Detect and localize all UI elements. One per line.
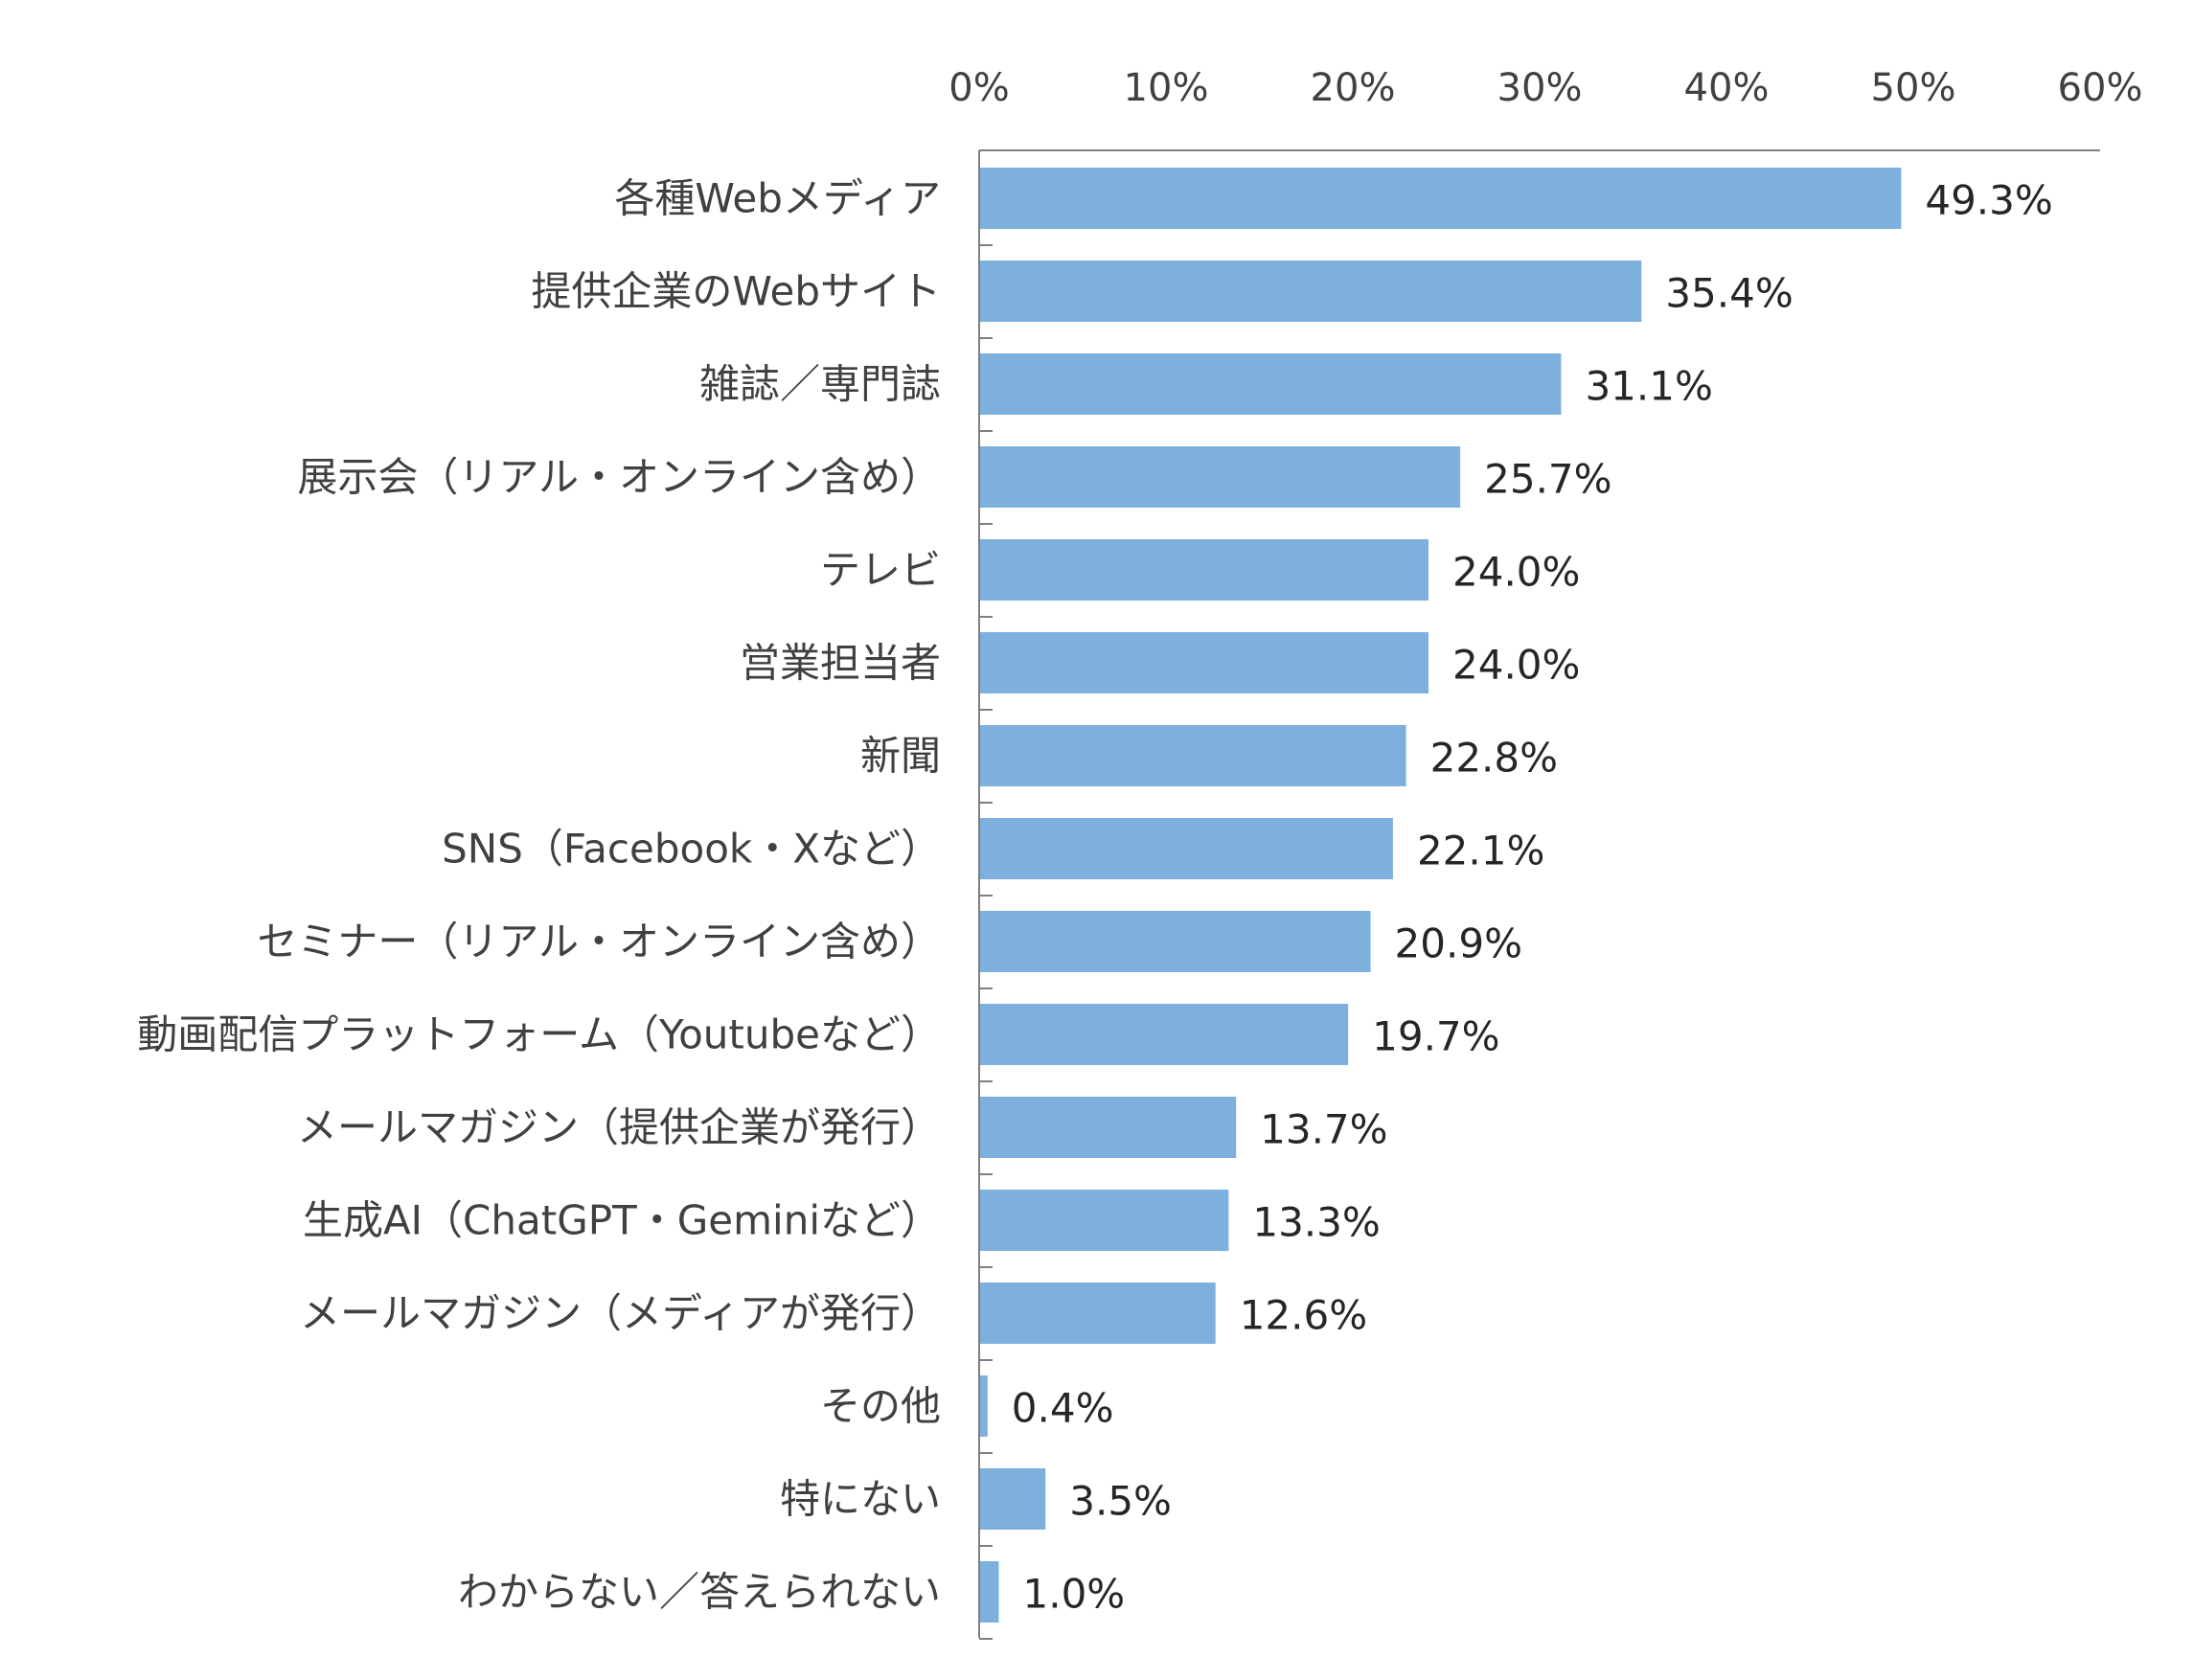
bar	[980, 818, 1393, 879]
category-labels: 各種Webメディア提供企業のWebサイト雑誌／専門誌展示会（リアル・オンライン含…	[137, 175, 941, 1616]
bar	[980, 1097, 1237, 1158]
data-label: 22.1%	[1417, 828, 1544, 874]
category-label: 提供企業のWebサイト	[531, 268, 941, 315]
bar	[980, 1190, 1229, 1251]
data-label: 19.7%	[1372, 1013, 1499, 1060]
category-label: テレビ	[820, 547, 941, 594]
bar	[980, 725, 1406, 786]
x-axis: 0% 10% 20% 30% 40% 50% 60%	[948, 66, 2143, 1640]
data-label: 3.5%	[1069, 1478, 1172, 1525]
data-label: 1.0%	[1023, 1571, 1126, 1618]
data-label: 12.6%	[1240, 1292, 1367, 1339]
data-label: 22.8%	[1430, 735, 1558, 782]
category-label: 特にない	[780, 1476, 941, 1523]
category-label: 生成AI（ChatGPT・Geminiなど）	[303, 1197, 941, 1244]
x-tick-label: 20%	[1311, 66, 1396, 110]
category-label: 動画配信プラットフォーム（Youtubeなど）	[137, 1011, 941, 1058]
bar	[980, 1283, 1216, 1344]
bar	[980, 911, 1371, 972]
data-label: 24.0%	[1452, 549, 1580, 596]
data-label: 13.3%	[1252, 1199, 1380, 1246]
x-tick-label: 60%	[2058, 66, 2143, 110]
category-label: 展示会（リアル・オンライン含め）	[297, 454, 941, 501]
category-label: 営業担当者	[740, 640, 941, 687]
category-label: 新聞	[860, 733, 941, 780]
bar	[980, 539, 1428, 601]
bar	[980, 1004, 1349, 1065]
data-label: 0.4%	[1012, 1385, 1114, 1432]
category-label: SNS（Facebook・Xなど）	[442, 826, 941, 873]
x-tick-label: 50%	[1871, 66, 1956, 110]
category-label: 雑誌／専門誌	[699, 361, 941, 408]
x-tick-label: 10%	[1124, 66, 1209, 110]
bar	[980, 446, 1461, 508]
x-tick-label: 30%	[1497, 66, 1583, 110]
bar	[980, 353, 1562, 415]
bar	[980, 261, 1642, 322]
bar	[980, 632, 1428, 693]
data-label: 25.7%	[1484, 456, 1611, 503]
category-label: わからない／答えられない	[458, 1569, 941, 1616]
category-label: メールマガジン（メディアが発行）	[300, 1290, 941, 1337]
bar	[980, 1561, 999, 1623]
bar	[980, 168, 1902, 229]
data-label: 31.1%	[1585, 363, 1712, 410]
category-label: 各種Webメディア	[614, 175, 941, 222]
data-label: 20.9%	[1395, 920, 1522, 967]
value-labels: 49.3% 35.4% 31.1% 25.7% 24.0% 24.0% 22.8% 22.1%…	[1012, 177, 2053, 1618]
bar	[980, 1468, 1046, 1530]
data-label: 35.4%	[1665, 270, 1793, 317]
data-label: 24.0%	[1452, 642, 1580, 689]
bars	[980, 168, 1902, 1623]
data-label: 13.7%	[1260, 1106, 1387, 1153]
x-tick-label: 40%	[1684, 66, 1770, 110]
category-label: メールマガジン（提供企業が発行）	[297, 1104, 941, 1151]
x-tick-label: 0%	[948, 66, 1009, 110]
category-label: セミナー（リアル・オンライン含め）	[257, 919, 941, 965]
bar	[980, 1375, 988, 1437]
category-label: その他	[820, 1383, 941, 1430]
data-label: 49.3%	[1925, 177, 2052, 224]
